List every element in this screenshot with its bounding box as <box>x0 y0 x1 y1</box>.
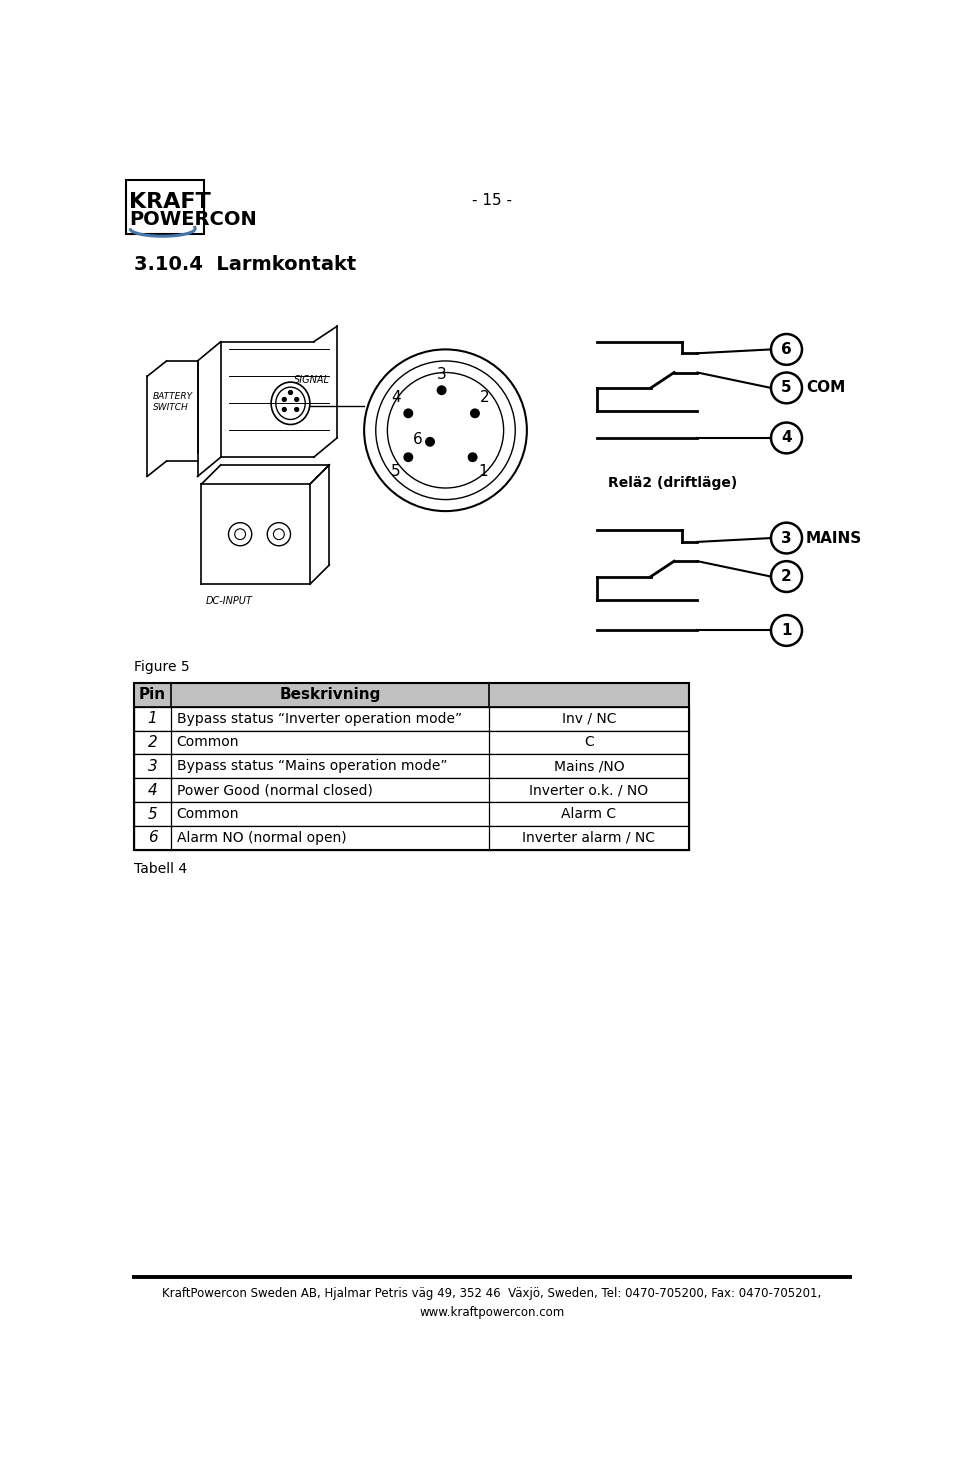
Circle shape <box>468 454 477 461</box>
Circle shape <box>295 408 299 411</box>
Text: Bypass status “Mains operation mode”: Bypass status “Mains operation mode” <box>177 759 447 774</box>
Text: 5: 5 <box>391 464 400 479</box>
Text: 6: 6 <box>148 831 157 846</box>
Circle shape <box>289 390 293 395</box>
Bar <box>134 826 689 850</box>
Text: Inverter o.k. / NO: Inverter o.k. / NO <box>529 784 648 797</box>
Circle shape <box>282 408 286 411</box>
Text: Common: Common <box>177 735 239 750</box>
Circle shape <box>282 398 286 401</box>
Text: 3.10.4  Larmkontakt: 3.10.4 Larmkontakt <box>134 255 356 275</box>
Bar <box>134 706 689 731</box>
Text: Inv / NC: Inv / NC <box>562 712 616 725</box>
Text: Alarm NO (normal open): Alarm NO (normal open) <box>177 831 347 846</box>
Bar <box>134 802 689 826</box>
Circle shape <box>295 398 299 401</box>
Text: 3: 3 <box>148 759 157 774</box>
Bar <box>134 778 689 802</box>
Text: 3: 3 <box>781 530 792 546</box>
Text: Pin: Pin <box>139 687 166 702</box>
Text: Beskrivning: Beskrivning <box>279 687 381 702</box>
Circle shape <box>470 410 479 417</box>
Text: Relä2 (driftläge): Relä2 (driftläge) <box>609 477 737 490</box>
Text: Common: Common <box>177 807 239 821</box>
Bar <box>134 683 689 850</box>
Text: 2: 2 <box>781 570 792 584</box>
Text: Mains /NO: Mains /NO <box>554 759 624 774</box>
Bar <box>134 731 689 755</box>
Text: KraftPowercon Sweden AB, Hjalmar Petris väg 49, 352 46  Växjö, Sweden, Tel: 0470: KraftPowercon Sweden AB, Hjalmar Petris … <box>162 1287 822 1320</box>
Text: Figure 5: Figure 5 <box>134 659 189 674</box>
Text: Alarm C: Alarm C <box>562 807 616 821</box>
Text: COM: COM <box>805 380 845 395</box>
Text: - 15 -: - 15 - <box>472 194 512 208</box>
Text: 6: 6 <box>781 342 792 357</box>
Text: Power Good (normal closed): Power Good (normal closed) <box>177 784 372 797</box>
Text: 3: 3 <box>437 367 446 382</box>
Text: 2: 2 <box>148 735 157 750</box>
Text: Tabell 4: Tabell 4 <box>134 862 187 876</box>
Text: POWERCON: POWERCON <box>130 210 257 229</box>
Circle shape <box>404 454 413 461</box>
Text: DC-INPUT: DC-INPUT <box>205 596 252 606</box>
Text: 2: 2 <box>480 390 490 405</box>
Text: BATTERY: BATTERY <box>153 392 193 401</box>
Text: 4: 4 <box>781 430 792 445</box>
Text: 1: 1 <box>781 622 792 639</box>
Text: Inverter alarm / NC: Inverter alarm / NC <box>522 831 656 846</box>
Text: 5: 5 <box>781 380 792 395</box>
Text: 1: 1 <box>148 711 157 727</box>
Text: 4: 4 <box>391 390 400 405</box>
Bar <box>126 181 204 233</box>
Bar <box>134 683 689 706</box>
Text: MAINS: MAINS <box>805 530 862 546</box>
Text: SIGNAL: SIGNAL <box>295 374 330 385</box>
Text: KRAFT: KRAFT <box>130 191 211 211</box>
Text: 1: 1 <box>478 464 488 479</box>
Circle shape <box>425 437 434 446</box>
Text: Bypass status “Inverter operation mode”: Bypass status “Inverter operation mode” <box>177 712 462 725</box>
Text: 4: 4 <box>148 782 157 797</box>
Bar <box>134 755 689 778</box>
Circle shape <box>438 386 445 395</box>
Text: 5: 5 <box>148 806 157 822</box>
Text: C: C <box>584 735 593 750</box>
Text: SWITCH: SWITCH <box>153 404 188 413</box>
Circle shape <box>404 410 413 417</box>
Text: 6: 6 <box>413 432 422 446</box>
